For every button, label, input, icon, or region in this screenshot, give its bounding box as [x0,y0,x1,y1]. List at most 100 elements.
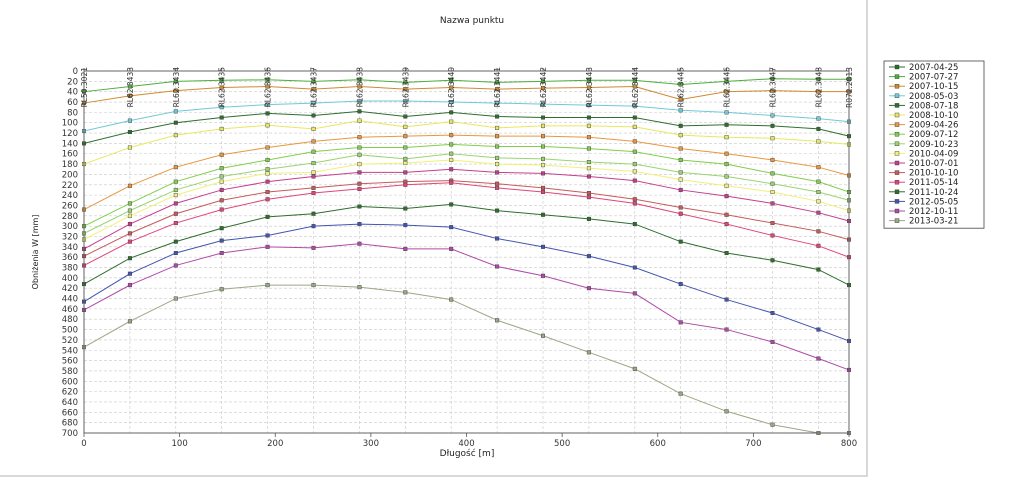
data-point [586,146,591,151]
data-point [724,151,729,156]
data-point [219,105,224,110]
series-line [83,180,850,257]
y-tick-label: 20 [67,77,78,87]
legend-label: 2011-05-14 [909,178,958,188]
legend-swatch-marker [894,151,900,156]
legend-label: 2010-10-10 [909,169,958,179]
legend-item: 2007-07-27 [889,73,958,83]
legend-item: 2007-10-15 [889,82,958,92]
data-point [219,287,224,292]
data-point [265,214,270,219]
point-name-label: RL62.3447 [769,67,778,108]
data-point [495,101,500,106]
data-point [678,177,683,182]
x-tick-label: 100 [172,439,188,449]
point-name-label: RL62.3442 [539,67,548,108]
series-2008-07-18 [81,109,852,146]
series-line [83,153,850,234]
series-line [83,243,850,371]
legend-label: 2008-10-10 [909,111,958,121]
data-point [495,162,500,167]
legend-swatch-marker [894,93,900,99]
data-point [127,201,132,206]
data-point [311,101,316,106]
data-point [632,201,637,206]
data-point [816,179,821,184]
data-point [770,113,775,118]
data-point [403,246,408,251]
data-point [311,283,316,288]
y-tick-label: 360 [62,253,78,263]
data-point [219,152,224,157]
data-point [127,84,132,89]
legend-item: 2008-05-03 [889,92,958,102]
data-point [541,123,546,128]
series-line [83,100,850,132]
data-point [586,115,591,120]
data-point [586,123,591,128]
data-point [586,350,591,355]
y-tick-label: 120 [62,129,78,139]
legend-item: 2009-04-26 [889,121,958,131]
y-tick-label: 300 [62,222,78,232]
legend-swatch-marker [894,208,900,214]
data-point [495,87,500,92]
data-point [770,190,775,195]
y-tick-label: 340 [62,243,78,253]
y-tick-label: 620 [62,388,78,398]
data-point [541,190,546,195]
y-tick-label: 380 [62,264,78,274]
legend-item: 2007-04-25 [889,63,958,73]
legend-item: 2010-10-10 [889,169,958,179]
legend-swatch-marker [894,83,900,89]
data-point [678,211,683,216]
point-name-label: RL62.3448 [814,67,823,108]
data-point [357,135,362,140]
legend-box [883,60,985,229]
data-point [219,179,224,184]
data-point [449,202,454,207]
data-point [632,291,637,296]
data-point [127,118,132,123]
y-tick-label: 560 [62,357,78,367]
legend-label: 2008-05-03 [909,92,958,102]
data-point [724,222,729,227]
legend-item: 2010-07-01 [889,159,958,169]
data-point [127,183,132,188]
x-tick-label: 700 [745,439,761,449]
data-point [495,318,500,323]
data-point [311,211,316,216]
y-tick-label: 700 [62,429,78,439]
data-point [678,205,683,210]
data-point [127,256,132,261]
data-point [173,239,178,244]
series-2007-07-27 [81,76,852,94]
data-point [403,114,408,119]
data-point [449,142,454,147]
y-tick-label: 400 [62,274,78,284]
data-point [403,156,408,161]
data-point [173,133,178,138]
y-tick-label: 480 [62,315,78,325]
legend-label: 2007-04-25 [909,63,958,73]
data-point [219,207,224,212]
data-point [541,86,546,91]
x-tick-label: 400 [458,439,474,449]
series-line [83,182,850,266]
data-point [357,77,362,82]
legend-label: 2011-10-24 [909,188,958,198]
legend-item: 2009-07-12 [889,130,958,140]
data-point [265,190,270,195]
data-point [495,80,500,85]
data-point [357,170,362,175]
data-point [770,76,775,81]
data-point [127,93,132,98]
data-point [586,174,591,179]
data-point [173,263,178,268]
data-point [770,422,775,427]
data-point [724,297,729,302]
data-point [449,78,454,83]
data-point [586,254,591,259]
legend-label: 2010-04-09 [909,149,958,159]
data-point [357,204,362,209]
